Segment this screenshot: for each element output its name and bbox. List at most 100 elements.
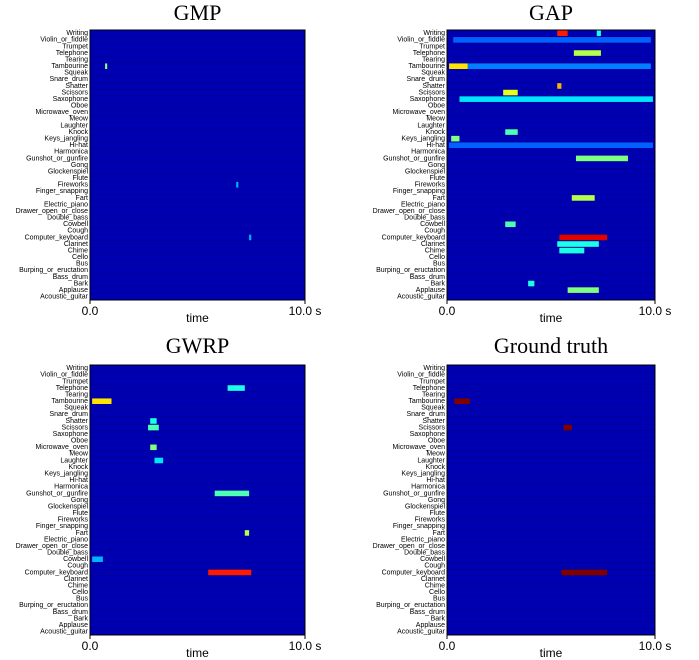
row-label: Applause <box>416 622 445 629</box>
row-label: Fireworks <box>58 517 89 524</box>
heat-cell <box>454 398 470 405</box>
row-label: Knock <box>69 129 89 136</box>
row-label: Harmonica <box>411 484 445 491</box>
heat-cell <box>505 129 518 135</box>
row-label: Computer_keyboard <box>25 569 89 576</box>
row-label: Violin_or_fiddle <box>397 372 445 379</box>
heat-cell <box>563 424 572 431</box>
row-label: Laughter <box>60 457 88 464</box>
row-label: Double_bass <box>404 550 445 557</box>
row-label: Oboe <box>428 438 445 445</box>
row-label: Gong <box>428 162 445 169</box>
row-label: Glockenspiel <box>405 503 446 510</box>
row-label: Squeak <box>64 70 88 77</box>
x-axis-label: time <box>186 311 209 325</box>
row-label: Fart <box>433 530 446 537</box>
row-label: Telephone <box>56 50 88 57</box>
heat-cell <box>567 287 599 293</box>
row-label: Chime <box>68 582 88 589</box>
row-label: Cough <box>67 563 88 570</box>
row-label: Glockenspiel <box>48 503 89 510</box>
row-label: Snare_drum <box>49 411 88 418</box>
row-label: Fart <box>76 530 89 537</box>
row-label: Microwave_oven <box>35 109 88 116</box>
heat-cell <box>559 234 608 241</box>
row-label: Violin_or_fiddle <box>40 37 88 44</box>
heat-cell <box>148 424 159 431</box>
row-label: Trumpet <box>419 378 445 385</box>
row-label: Harmonica <box>411 149 445 156</box>
row-label: Snare_drum <box>406 76 445 83</box>
row-label: Writing <box>66 30 88 37</box>
row-label: Keys_jangling <box>44 136 88 143</box>
row-label: Harmonica <box>54 149 88 156</box>
row-label: Squeak <box>421 70 445 77</box>
row-label: Scissors <box>419 424 446 431</box>
row-label: Scissors <box>62 89 89 96</box>
row-label: Cough <box>424 228 445 235</box>
x-tick-label: 0.0 <box>439 304 456 318</box>
panel-title: GMP <box>174 0 222 25</box>
row-label: Oboe <box>71 103 88 110</box>
row-label: Fireworks <box>415 182 446 189</box>
row-label: Meow <box>426 451 446 458</box>
row-label: Double_bass <box>47 550 88 557</box>
row-label: Gunshot_or_gunfire <box>26 155 88 162</box>
row-label: Burping_or_eructation <box>376 267 445 274</box>
row-label: Computer_keyboard <box>382 234 446 241</box>
row-label: Oboe <box>71 438 88 445</box>
row-label: Cowbell <box>420 221 445 228</box>
row-label: Squeak <box>421 405 445 412</box>
row-label: Microwave_oven <box>35 444 88 451</box>
row-label: Drawer_open_or_close <box>16 543 88 550</box>
row-label: Flute <box>72 175 88 182</box>
row-label: Gunshot_or_gunfire <box>383 490 445 497</box>
row-label: Writing <box>66 365 88 372</box>
heat-cell <box>503 89 518 96</box>
row-label: Cowbell <box>63 221 88 228</box>
row-label: Gong <box>71 162 88 169</box>
row-label: Microwave_oven <box>392 109 445 116</box>
row-label: Applause <box>416 287 445 294</box>
heat-cell <box>575 155 628 162</box>
row-label: Cough <box>424 563 445 570</box>
x-axis-label: time <box>540 646 563 660</box>
x-tick-label: 0.0 <box>439 639 456 653</box>
x-tick-label: 10.0 s <box>289 639 322 653</box>
row-label: Oboe <box>428 103 445 110</box>
row-label: Gong <box>71 497 88 504</box>
row-label: Electric_piano <box>401 536 445 543</box>
row-label: Flute <box>429 510 445 517</box>
row-label: Tambourine <box>51 63 88 70</box>
row-label: Meow <box>69 451 89 458</box>
heat-cell <box>505 221 516 228</box>
x-tick-label: 10.0 s <box>289 304 322 318</box>
row-label: Tearing <box>422 391 445 398</box>
row-label: Meow <box>69 116 89 123</box>
row-label: Bark <box>74 615 89 622</box>
row-label: Laughter <box>60 122 88 129</box>
row-label: Microwave_oven <box>392 444 445 451</box>
heat-cell <box>92 556 103 563</box>
row-label: Burping_or_eructation <box>376 602 445 609</box>
row-label: Cowbell <box>63 556 88 563</box>
row-label: Hi-hat <box>69 142 88 149</box>
row-label: Computer_keyboard <box>25 234 89 241</box>
row-label: Clarinet <box>421 241 445 248</box>
x-tick-label: 10.0 s <box>639 304 672 318</box>
row-label: Bark <box>431 615 446 622</box>
row-label: Fart <box>433 195 446 202</box>
row-label: Telephone <box>413 385 445 392</box>
row-label: Chime <box>68 247 88 254</box>
row-label: Drawer_open_or_close <box>373 543 445 550</box>
row-label: Trumpet <box>419 43 445 50</box>
row-label: Saxophone <box>410 96 446 103</box>
heatmap-background <box>447 365 655 635</box>
heat-cell <box>105 63 108 70</box>
heat-cell <box>573 50 601 56</box>
row-label: Laughter <box>417 457 445 464</box>
heat-cell <box>150 444 157 451</box>
heat-cell <box>150 418 157 424</box>
row-label: Drawer_open_or_close <box>16 208 88 215</box>
